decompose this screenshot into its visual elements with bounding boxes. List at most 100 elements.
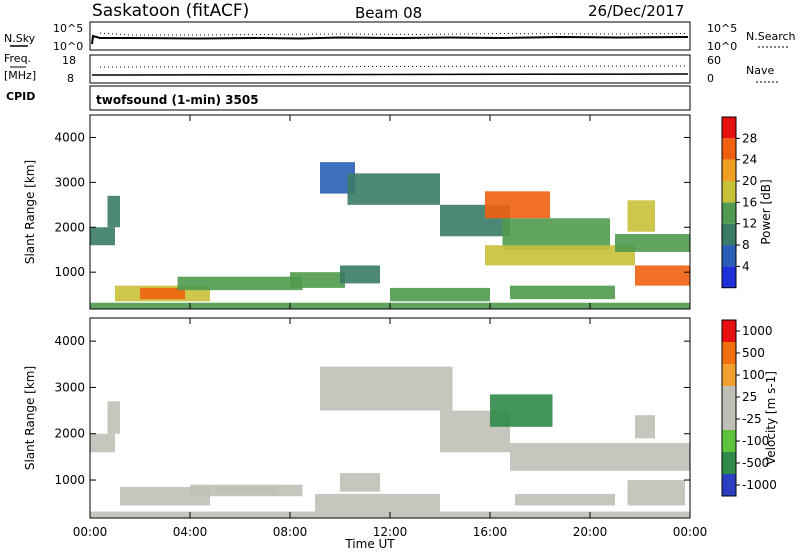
- freq-trace: [91, 73, 689, 76]
- noise-sky-trace: [91, 34, 689, 45]
- velocity-colorbar-label-2: 100: [742, 368, 765, 382]
- power-colorbar-label-4: 12: [742, 217, 757, 231]
- freq-tick-18: 18: [62, 54, 76, 67]
- velocity-colorbar-seg-7: [722, 320, 736, 342]
- xtick-label-5: 20:00: [573, 525, 608, 539]
- velocity-patch-11: [515, 493, 615, 506]
- power-patch-14: [510, 285, 615, 300]
- date-title: 26/Dec/2017: [588, 2, 684, 20]
- xtick-label-0: 00:00: [73, 525, 108, 539]
- power-patch-7: [347, 173, 440, 205]
- power-patch-8: [340, 265, 380, 284]
- velocity-ytick-label-3: 4000: [54, 334, 85, 348]
- power-patch-12: [502, 218, 610, 250]
- xtick-label-6: 00:00: [673, 525, 708, 539]
- xtick-label-3: 12:00: [373, 525, 408, 539]
- xtick-label-2: 08:00: [273, 525, 308, 539]
- power-colorbar-label-2: 20: [742, 174, 757, 188]
- power-colorbar-seg-2: [722, 223, 736, 246]
- power-ytick-label-0: 1000: [54, 265, 85, 279]
- power-patch-1: [107, 195, 120, 228]
- velocity-colorbar-label-7: -1000: [742, 478, 777, 492]
- velocity-patch-12: [627, 480, 685, 506]
- velocity-colorbar-seg-0: [722, 474, 736, 496]
- power-patch-11: [485, 191, 550, 219]
- velocity-patch-2: [120, 486, 210, 506]
- velocity-ylabel: Slant Range [km]: [23, 366, 37, 470]
- velocity-patch-7: [315, 493, 440, 513]
- power-patch-4: [177, 276, 303, 291]
- velocity-colorbar-label: Velocity [m s-1]: [764, 371, 778, 465]
- power-colorbar-label: Power [dB]: [759, 179, 773, 244]
- velocity-patch-1: [107, 401, 120, 434]
- velocity-ytick-label-1: 2000: [54, 427, 85, 441]
- power-colorbar-label-3: 16: [742, 195, 757, 209]
- x-axis-label: Time UT: [344, 537, 395, 551]
- noise-left-label: N.Sky: [4, 32, 36, 45]
- power-patch-16: [635, 265, 690, 286]
- velocity-colorbar-frame: [721, 319, 737, 497]
- power-colorbar-seg-4: [722, 181, 736, 203]
- velocity-patch-6: [340, 473, 380, 492]
- velocity-panel: 1000 2000 3000 4000 Slant Range [km] 1000 50…: [23, 317, 778, 519]
- frequency-panel: Freq. [MHz] 18 8 60 0 Nave: [4, 52, 778, 85]
- noise-search-trace: [99, 32, 689, 36]
- velocity-colorbar-seg-5: [722, 364, 736, 386]
- velocity-colorbar-label-1: 500: [742, 346, 765, 360]
- velocity-colorbar-seg-4: [722, 386, 736, 408]
- power-ytick-label-3: 4000: [54, 130, 85, 144]
- velocity-patch-4: [215, 486, 278, 494]
- power-colorbar-seg-6: [722, 138, 736, 160]
- noise-tick-top-right: 10^5: [707, 22, 737, 35]
- power-patch-0: [90, 227, 115, 246]
- noise-tick-bottom-right: 10^0: [707, 40, 737, 53]
- velocity-patch-13: [635, 415, 655, 439]
- velocity-ytick-label-2: 3000: [54, 380, 85, 394]
- power-panel: 1000 2000 3000 4000 Slant Range [km] 28 24 20…: [23, 114, 773, 310]
- power-colorbar-seg-5: [722, 159, 736, 182]
- power-patch-5: [290, 272, 345, 288]
- freq-tick-8: 8: [67, 72, 74, 85]
- power-colorbar-seg-0: [722, 266, 736, 288]
- noise-panel: N.Sky 10^5 10^0 10^5 10^0 N.Search: [4, 21, 796, 53]
- nave-tick-0: 0: [707, 72, 714, 85]
- power-colorbar-label-0: 28: [742, 131, 757, 145]
- velocity-colorbar-seg-1: [722, 452, 736, 474]
- noise-tick-bottom-left: 10^0: [53, 40, 83, 53]
- freq-label-1: Freq.: [4, 52, 31, 65]
- station-title: Saskatoon (fitACF): [92, 1, 249, 21]
- cpid-program: twofsound (1-min) 3505: [96, 93, 259, 107]
- noise-right-label: N.Search: [746, 30, 796, 43]
- cpid-panel: CPID twofsound (1-min) 3505: [6, 85, 691, 111]
- nave-tick-60: 60: [707, 54, 721, 67]
- power-colorbar-seg-7: [722, 117, 736, 139]
- nave-label: Nave: [746, 64, 774, 77]
- velocity-colorbar-label-6: -500: [742, 456, 769, 470]
- velocity-colorbar-label-0: 1000: [742, 324, 773, 338]
- power-colorbar-label-1: 24: [742, 153, 757, 167]
- xtick-label-4: 16:00: [473, 525, 508, 539]
- noise-tick-top-left: 10^5: [53, 22, 83, 35]
- velocity-patch-10: [510, 443, 690, 471]
- power-patch-15: [627, 200, 655, 232]
- beam-title: Beam 08: [355, 4, 422, 22]
- power-colorbar-label-6: 4: [742, 259, 750, 273]
- velocity-patch-9: [490, 394, 553, 427]
- velocity-colorbar-label-3: 25: [742, 390, 757, 404]
- velocity-colorbar-label-4: -25: [742, 412, 762, 426]
- velocity-colorbar-seg-2: [722, 430, 736, 452]
- xtick-label-1: 04:00: [173, 525, 208, 539]
- power-patch-17: [615, 234, 690, 252]
- freq-label-2: [MHz]: [4, 69, 36, 82]
- velocity-patch-0: [90, 433, 115, 453]
- power-patch-9: [390, 287, 490, 302]
- velocity-colorbar-seg-3: [722, 408, 736, 430]
- power-colorbar-seg-3: [722, 202, 736, 224]
- power-patch-3: [140, 287, 185, 300]
- velocity-colorbar-seg-6: [722, 342, 736, 364]
- velocity-ytick-label-0: 1000: [54, 473, 85, 487]
- power-ytick-label-2: 3000: [54, 175, 85, 189]
- power-patch-13: [485, 245, 635, 266]
- velocity-colorbar-label-5: -100: [742, 434, 769, 448]
